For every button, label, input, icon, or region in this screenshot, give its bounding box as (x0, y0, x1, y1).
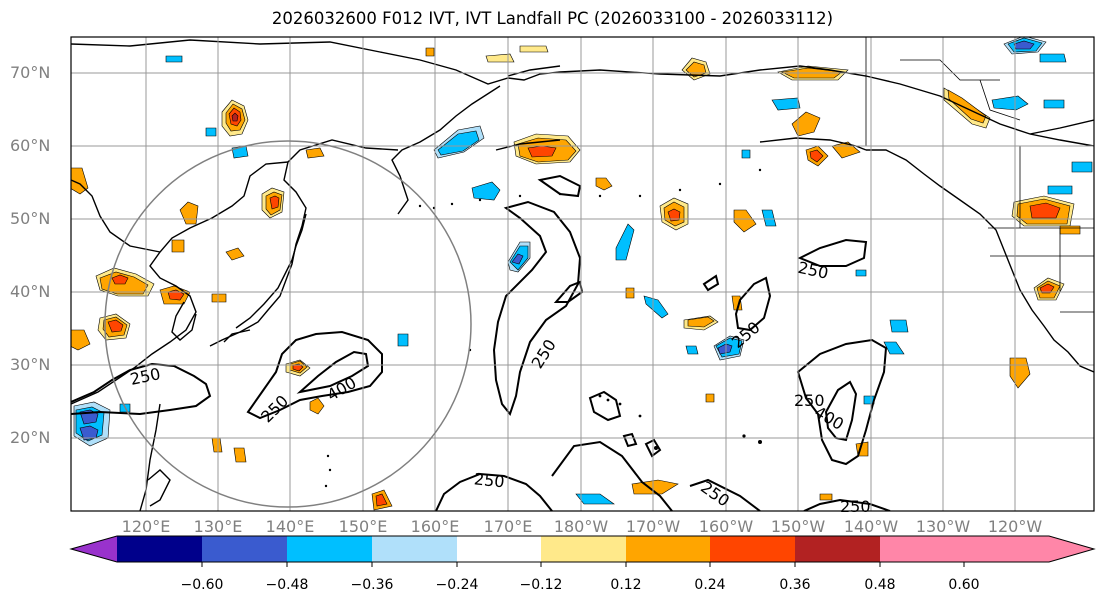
lat-label-30n: 30°N (10, 355, 51, 374)
contour-label: 250 (528, 336, 560, 372)
colorbar-tick-label: 0.12 (610, 577, 642, 593)
coastlines (71, 39, 1094, 511)
political-borders (865, 37, 1094, 313)
positive-anomaly-areas (71, 45, 1081, 511)
colorbar-segment (964, 536, 1049, 562)
lon-label: 140°E (265, 517, 315, 536)
map-frame (70, 36, 1095, 512)
lat-label-60n: 60°N (10, 136, 51, 155)
colorbar-segment (795, 536, 880, 562)
lon-label: 150°E (338, 517, 388, 536)
colorbar-segment (626, 536, 710, 562)
lon-label: 130°E (193, 517, 243, 536)
colorbar-tick-label: −0.12 (519, 577, 563, 593)
lon-label: 160°E (410, 517, 460, 536)
lon-label: 120°W (987, 517, 1043, 536)
colorbar-tick-label: 0.48 (864, 577, 896, 593)
colorbar-tick-label: 0.60 (948, 577, 980, 593)
colorbar-segment (457, 536, 541, 562)
colorbar-segment (287, 536, 372, 562)
lon-label: 120°E (121, 517, 171, 536)
graticule (71, 37, 1094, 511)
contour-labels: 250 250 400 250 250 250 250 400 250 250 … (128, 258, 870, 516)
lon-label: 170°W (625, 517, 681, 536)
contour-label: 250 (840, 497, 871, 516)
colorbar-tick-label: −0.36 (350, 577, 394, 593)
colorbar-segment (117, 536, 202, 562)
contour-label: 250 (794, 391, 825, 410)
lon-label: 170°E (483, 517, 533, 536)
lat-label-70n: 70°N (10, 63, 51, 82)
colorbar-tick-label: 0.36 (779, 577, 811, 593)
colorbar-tick-label: −0.60 (180, 577, 224, 593)
lat-label-20n: 20°N (10, 428, 51, 447)
colorbar (69, 535, 1096, 567)
colorbar-segment (710, 536, 795, 562)
lat-label-40n: 40°N (10, 282, 51, 301)
lon-label: 180°W (553, 517, 609, 536)
contour-label: 250 (796, 258, 830, 283)
ivt-contours (71, 174, 891, 511)
colorbar-extend-low (71, 536, 117, 562)
colorbar-segment (202, 536, 287, 562)
colorbar-segment (880, 536, 964, 562)
lat-label-50n: 50°N (10, 209, 51, 228)
landfall-domain-circle (104, 140, 472, 508)
colorbar-tick-label: 0.24 (694, 577, 726, 593)
contour-label: 250 (473, 469, 505, 491)
ivt-pc-shading (71, 37, 1093, 511)
negative-anomaly-areas (73, 37, 1093, 505)
colorbar-tick-label: −0.48 (265, 577, 309, 593)
lon-label: 160°W (698, 517, 754, 536)
colorbar-segment (372, 536, 457, 562)
lon-label: 150°W (770, 517, 826, 536)
lon-label: 140°W (843, 517, 899, 536)
colorbar-extend-high (1049, 536, 1094, 562)
map-title: 2026032600 F012 IVT, IVT Landfall PC (20… (271, 9, 834, 28)
contour-label: 400 (324, 373, 360, 405)
islands (324, 168, 762, 488)
colorbar-segment (541, 536, 626, 562)
colorbar-tick-label: −0.24 (435, 577, 479, 593)
contour-label: 250 (257, 391, 292, 426)
lon-label: 130°W (915, 517, 971, 536)
